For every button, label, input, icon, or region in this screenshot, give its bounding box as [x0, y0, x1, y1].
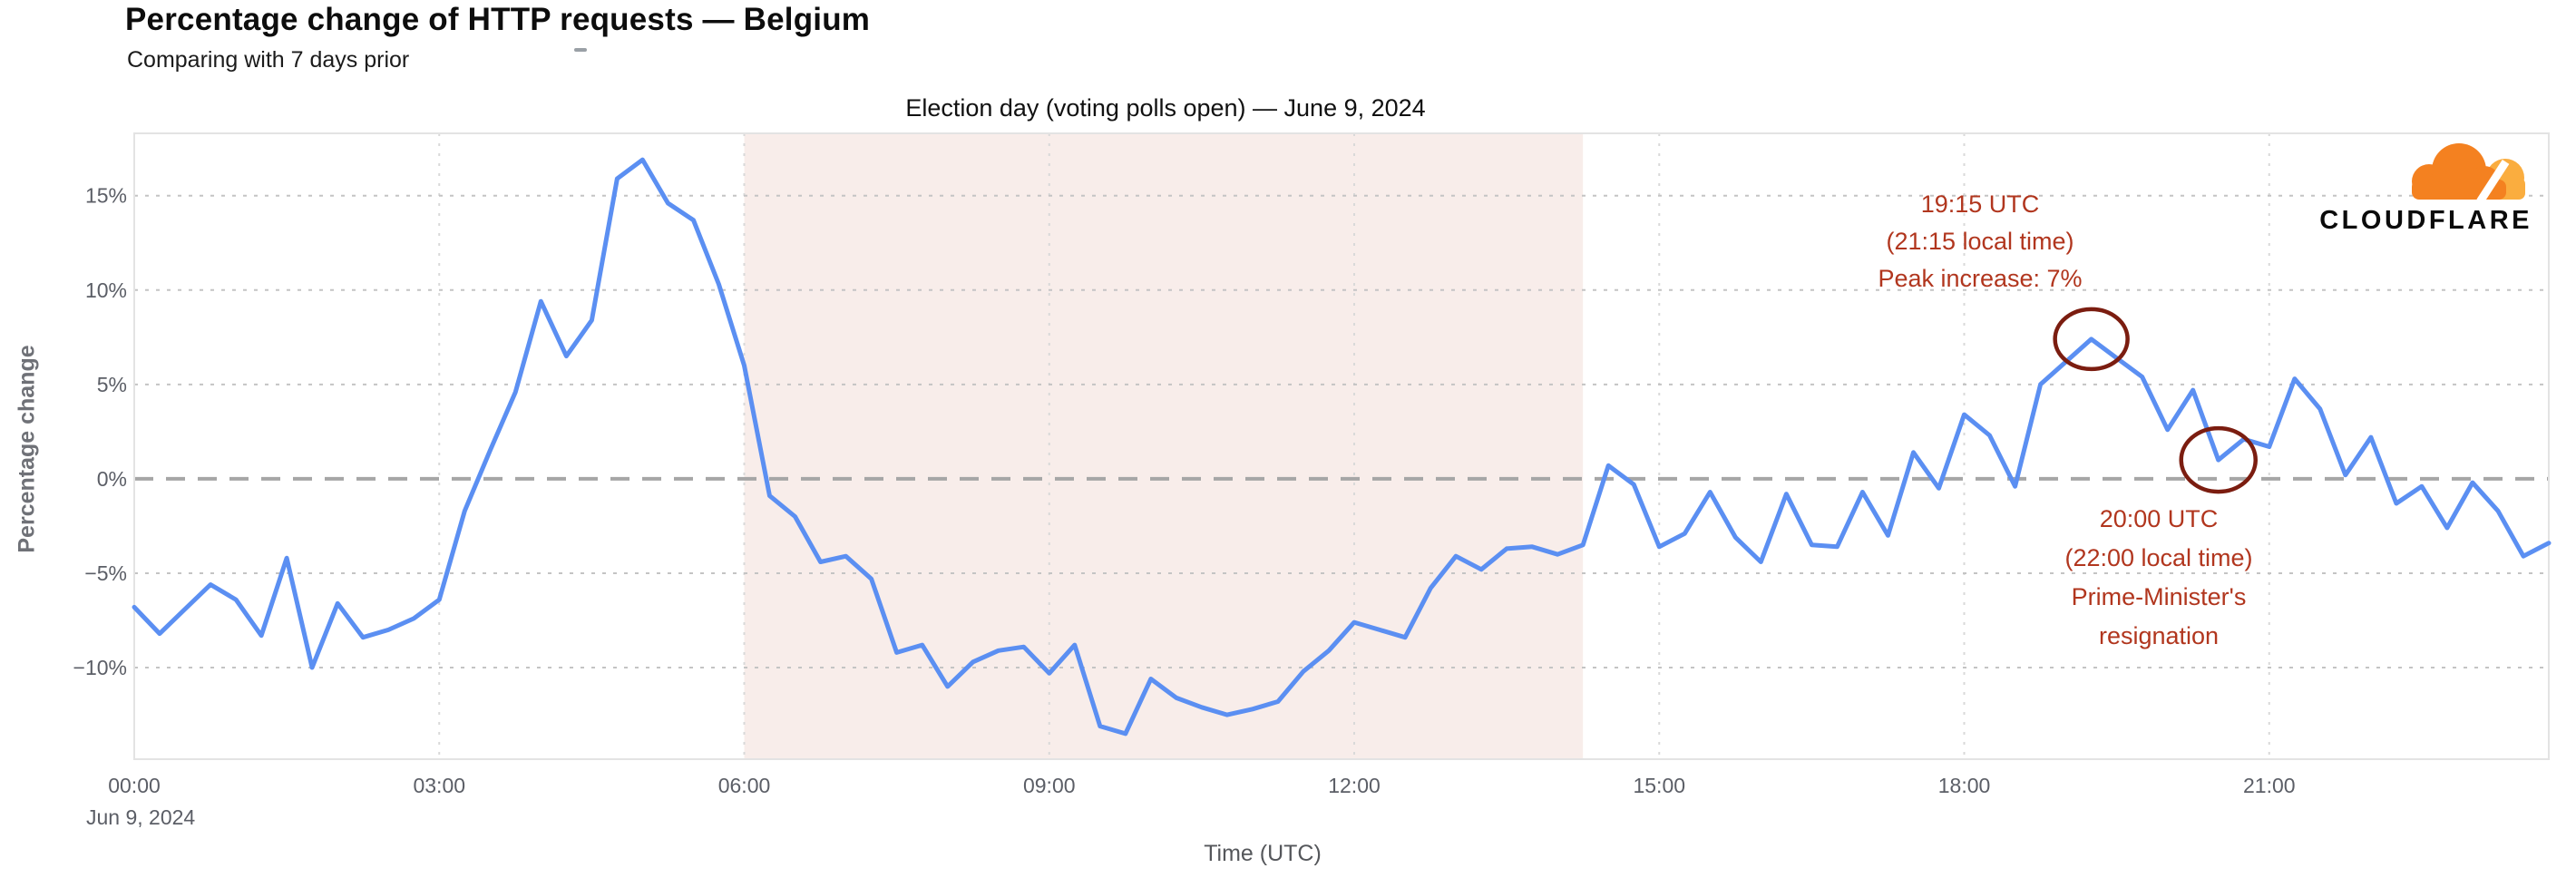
page-title: Percentage change of HTTP requests — Bel…: [125, 2, 871, 37]
election-shaded-region: [744, 133, 1584, 759]
x-tick-label: 15:00: [1633, 774, 1685, 797]
y-tick-label: −10%: [73, 656, 127, 679]
annotation-peak-line3: Peak increase: 7%: [1878, 265, 2083, 292]
annotation-peak-line1: 19:15 UTC: [1920, 190, 2040, 218]
annotation-resignation-line1: 20:00 UTC: [2099, 505, 2219, 532]
x-axis-title: Time (UTC): [1204, 841, 1322, 866]
annotation-resignation: 20:00 UTC (22:00 local time) Prime-Minis…: [2064, 500, 2252, 656]
annotation-resignation-line4: resignation: [2098, 622, 2220, 649]
plot-border: [133, 132, 2550, 760]
annotation-peak: 19:15 UTC (21:15 local time) Peak increa…: [1878, 186, 2082, 298]
cloud-baseline-mask: [2395, 200, 2540, 207]
x-tick-label: 21:00: [2243, 774, 2296, 797]
x-tick-label: 12:00: [1328, 774, 1381, 797]
annotation-resignation-line2: (22:00 local time): [2064, 544, 2253, 571]
cloudflare-cloud-icon: [2395, 143, 2540, 207]
annotation-circle-peak: [2053, 307, 2130, 372]
annotation-resignation-line3: Prime-Minister's: [2071, 583, 2247, 610]
x-tick-label: 03:00: [413, 774, 465, 797]
legend-dash-icon: [574, 48, 587, 52]
x-tick-label: 06:00: [718, 774, 771, 797]
annotation-circle-resignation: [2179, 425, 2258, 494]
y-tick-label: 10%: [85, 278, 127, 302]
y-tick-label: 0%: [97, 467, 127, 491]
cloudflare-wordmark: CLOUDFLARE: [2319, 206, 2532, 235]
page-subtitle: Comparing with 7 days prior: [127, 47, 410, 73]
y-tick-label: 15%: [85, 184, 127, 208]
cloud-gap: [2476, 160, 2510, 204]
election-region-label: Election day (voting polls open) — June …: [905, 94, 1426, 122]
x-tick-label: 00:00: [108, 774, 161, 797]
x-axis-date-label: Jun 9, 2024: [86, 805, 196, 829]
y-tick-label: −5%: [84, 561, 127, 585]
cloud-dark-part: [2412, 143, 2506, 200]
y-tick-label: 5%: [97, 373, 127, 396]
x-tick-label: 18:00: [1938, 774, 1991, 797]
x-tick-label: 09:00: [1023, 774, 1076, 797]
annotation-peak-line2: (21:15 local time): [1886, 228, 2074, 255]
http-requests-line: [132, 157, 2552, 737]
